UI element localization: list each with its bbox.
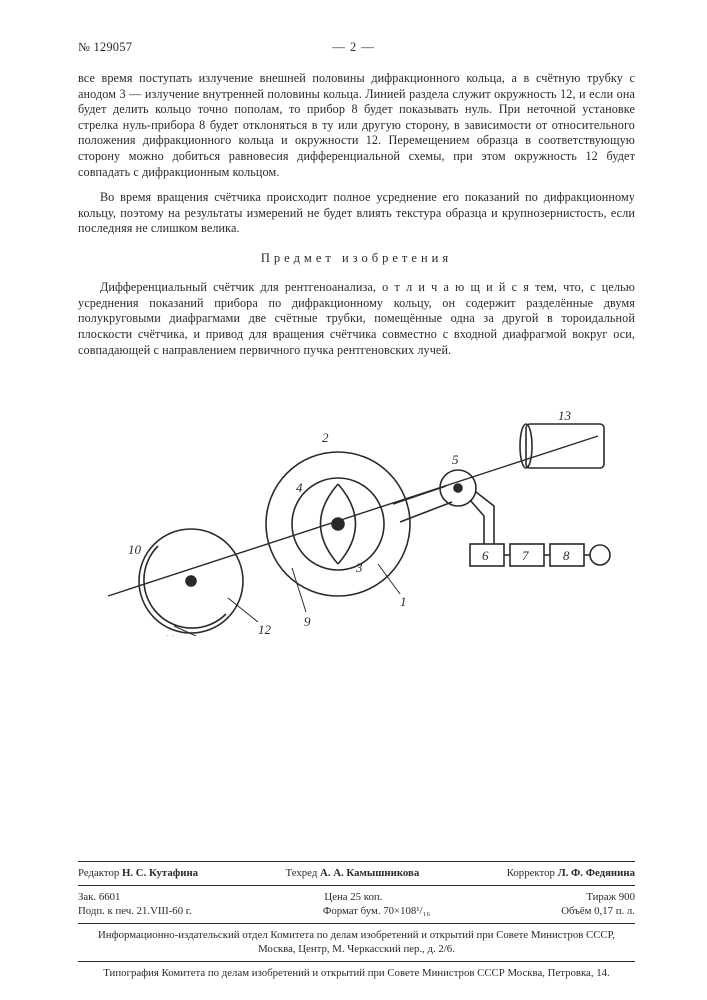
header-row: № 129057 — 2 —: [78, 40, 635, 55]
claim-text: Дифференциальный счётчик для рентгеноана…: [78, 280, 635, 358]
fig-label-12: 12: [258, 622, 272, 636]
signed-date: Подп. к печ. 21.VIII-60 г.: [78, 904, 192, 919]
page-number: — 2 —: [332, 40, 375, 55]
price: Цена 25 коп.: [324, 890, 382, 905]
paragraph-2: Во время вращения счётчика происходит по…: [78, 190, 635, 237]
fig-label-3: 3: [355, 560, 363, 575]
corrector: Корректор Л. Ф. Федянина: [507, 866, 635, 881]
tech-name: А. А. Камышникова: [320, 867, 419, 879]
corr-name: Л. Ф. Федянина: [558, 867, 635, 879]
colophon: Редактор Н. С. Кутафина Техред А. А. Кам…: [78, 861, 635, 980]
fig-label-10: 10: [128, 542, 142, 557]
tirazh: Тираж 900: [586, 890, 635, 905]
colophon-order-row: Зак. 6601 Цена 25 коп. Тираж 900: [78, 890, 635, 905]
editor-label: Редактор: [78, 867, 119, 879]
figure: 1 2 3 4 5 6 7 8 9 10 11 12 13: [78, 376, 635, 641]
corr-label: Корректор: [507, 867, 555, 879]
printer-line: Типография Комитета по делам изобретений…: [78, 966, 635, 981]
fig-label-2: 2: [322, 430, 329, 445]
fig-label-4: 4: [296, 480, 303, 495]
subject-title: Предмет изобретения: [78, 251, 635, 266]
fig-label-1: 1: [400, 594, 407, 609]
editor: Редактор Н. С. Кутафина: [78, 866, 198, 881]
fig-label-7: 7: [522, 548, 529, 563]
volume: Объём 0,17 п. л.: [561, 904, 635, 919]
colophon-print-row: Подп. к печ. 21.VIII-60 г. Формат бум. 7…: [78, 904, 635, 919]
tech-label: Техред: [286, 867, 318, 879]
editor-name: Н. С. Кутафина: [122, 867, 198, 879]
paper-format: Формат бум. 70×108¹/₁₆: [323, 904, 430, 919]
fig-label-5: 5: [452, 452, 459, 467]
document-number: № 129057: [78, 40, 132, 55]
fig-label-8: 8: [563, 548, 570, 563]
publisher-line: Информационно-издательский отдел Комитет…: [78, 928, 635, 957]
fig-label-9: 9: [304, 614, 311, 629]
fig-label-11: 11: [163, 632, 175, 636]
tech-editor: Техред А. А. Камышникова: [286, 866, 420, 881]
paragraph-1: все время поступать излучение внешней по…: [78, 71, 635, 180]
order-no: Зак. 6601: [78, 890, 120, 905]
fig-label-6: 6: [482, 548, 489, 563]
page: № 129057 — 2 — все время поступать излуч…: [0, 0, 707, 1000]
colophon-credits: Редактор Н. С. Кутафина Техред А. А. Кам…: [78, 866, 635, 881]
fig-label-13: 13: [558, 408, 572, 423]
figure-svg: 1 2 3 4 5 6 7 8 9 10 11 12 13: [78, 376, 638, 636]
